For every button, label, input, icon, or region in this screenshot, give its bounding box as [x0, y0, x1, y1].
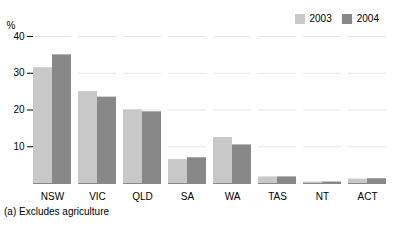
- svg-text:NT: NT: [316, 191, 329, 202]
- svg-text:%: %: [7, 20, 16, 31]
- html-text:2003: 2003: [309, 13, 332, 24]
- svg-text:10: 10: [13, 141, 25, 152]
- svg-text:30: 30: [13, 67, 25, 78]
- svg-text:ACT: ACT: [358, 191, 378, 202]
- svg-text:VIC: VIC: [89, 191, 106, 202]
- svg-text:40: 40: [13, 31, 25, 42]
- html-text:(a) Excludes agriculture: (a) Excludes agriculture: [4, 206, 109, 217]
- svg-text:NSW: NSW: [41, 191, 65, 202]
- svg-text:TAS: TAS: [268, 191, 287, 202]
- html-text:2004: 2004: [356, 13, 379, 24]
- svg-text:20: 20: [13, 104, 25, 115]
- svg-text:QLD: QLD: [132, 191, 153, 202]
- svg-text:SA: SA: [181, 191, 195, 202]
- svg-text:WA: WA: [225, 191, 241, 202]
